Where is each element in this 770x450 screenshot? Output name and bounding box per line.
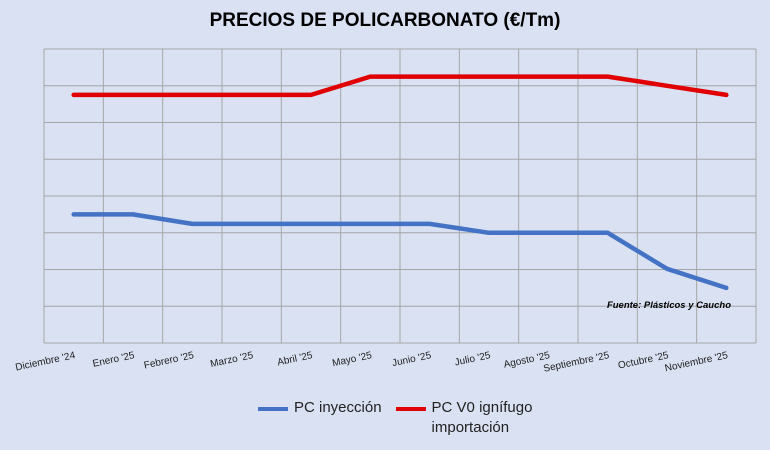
source-note: Fuente: Plásticos y Caucho <box>607 300 731 311</box>
legend-label-pc-v0-ignifugo: PC V0 ignífugo importación <box>431 399 533 436</box>
legend-item-pc-inyeccion: PC inyección <box>258 398 382 418</box>
x-tick-label: Diciembre '24 <box>15 350 77 373</box>
legend-item-pc-v0-ignifugo: PC V0 ignífugo importación <box>395 398 542 438</box>
gridlines <box>43 48 757 344</box>
legend-label-pc-inyeccion: PC inyección <box>294 399 382 416</box>
legend: PC inyección PC V0 ignífugo importación <box>258 398 542 438</box>
x-tick-label: Enero '25 <box>92 350 136 370</box>
series-line-0 <box>71 212 729 291</box>
x-tick-label: Noviembre '25 <box>664 350 729 374</box>
x-tick-label: Mayo '25 <box>331 350 373 369</box>
x-tick-label: Marzo '25 <box>209 350 254 370</box>
x-tick-label: Octubre '25 <box>617 350 670 372</box>
x-tick-label: Abril '25 <box>276 350 314 368</box>
x-tick-label: Julio '25 <box>454 350 492 368</box>
x-axis-tick-labels: Diciembre '24 Enero '25 Febrero '25 Marzo '… <box>15 350 730 375</box>
legend-swatch-pc-v0-ignifugo <box>395 407 426 411</box>
x-tick-label: Febrero '25 <box>143 350 195 371</box>
series-line-1 <box>71 74 729 98</box>
chart-title: PRECIOS DE POLICARBONATO (€/Tm) <box>209 10 561 31</box>
legend-swatch-pc-inyeccion <box>258 407 288 411</box>
series-lines <box>71 74 729 291</box>
x-tick-label: Septiembre '25 <box>543 350 611 375</box>
x-tick-label: Junio '25 <box>391 350 433 369</box>
